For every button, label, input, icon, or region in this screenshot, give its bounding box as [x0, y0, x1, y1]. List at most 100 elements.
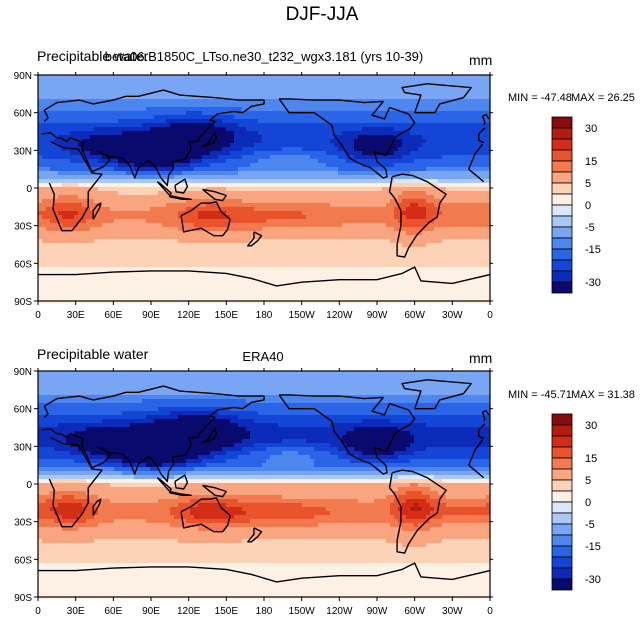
x-tick-label: 60E [104, 606, 122, 617]
top-max-label: MAX = 26.25 [571, 92, 635, 104]
coast-new-zealand [246, 231, 263, 247]
x-tick-label: 60W [404, 310, 425, 321]
colorbar-swatch [551, 446, 573, 459]
colorbar-swatch [551, 545, 573, 558]
top-map-field [38, 75, 491, 304]
colorbar-label: -15 [585, 541, 601, 553]
colorbar-swatch [551, 215, 573, 228]
x-tick-label: 90W [367, 606, 388, 617]
colorbar-swatch [551, 281, 573, 294]
colorbar-label: 0 [585, 497, 591, 509]
y-tick-label: 90S [14, 593, 32, 604]
x-tick-label: 0 [487, 606, 493, 617]
bottom-colorbar [551, 413, 573, 591]
top-left-title: Precipitable water [37, 48, 149, 64]
coast-south-america [388, 469, 447, 554]
coast-borneo [174, 474, 189, 490]
coast-sumatra [156, 477, 172, 493]
coast-africa [468, 168, 485, 183]
coast-indonesia-islands [169, 194, 192, 201]
coast-greenland [401, 379, 472, 410]
coast-new-guinea [202, 188, 228, 202]
coast-antarctica [38, 562, 491, 583]
coast-australia [180, 201, 231, 237]
x-tick-label: 0 [35, 606, 41, 617]
coast-borneo [174, 178, 189, 194]
coast-africa [48, 140, 103, 232]
colorbar-swatch [551, 468, 573, 481]
colorbar-swatch [551, 193, 573, 206]
colorbar-swatch [551, 138, 573, 151]
colorbar-swatch [551, 567, 573, 580]
coast-australia [180, 497, 231, 533]
colorbar-swatch [551, 523, 573, 536]
y-tick-label: 90N [14, 367, 32, 378]
coast-eurasia [41, 89, 265, 187]
coast-africa [468, 464, 485, 479]
y-tick-label: 60N [14, 405, 32, 416]
colorbar-swatch [551, 490, 573, 503]
coast-north-america [278, 98, 416, 179]
coast-eurasia [478, 423, 486, 431]
colorbar-label: 5 [585, 178, 591, 190]
x-tick-label: 30W [442, 310, 463, 321]
colorbar-swatch [551, 226, 573, 239]
x-tick-label: 120E [177, 606, 201, 617]
coast-south-america [388, 173, 447, 258]
x-tick-label: 150W [289, 606, 316, 617]
x-tick-label: 0 [487, 310, 493, 321]
y-tick-label: 60N [14, 109, 32, 120]
y-tick-label: 30N [14, 146, 32, 157]
coast-new-zealand [246, 527, 263, 543]
x-tick-label: 90W [367, 310, 388, 321]
x-tick-label: 150W [289, 310, 316, 321]
colorbar-swatch [551, 160, 573, 173]
colorbar-swatch [551, 237, 573, 250]
coast-eurasia [478, 430, 485, 440]
colorbar-label: 30 [585, 420, 597, 432]
colorbar-swatch [551, 534, 573, 547]
colorbar-label: 15 [585, 156, 597, 168]
coast-eurasia [41, 385, 265, 483]
colorbar-label: -30 [585, 277, 601, 289]
x-tick-label: 30E [67, 310, 85, 321]
colorbar-swatch [551, 182, 573, 195]
colorbar-label: 15 [585, 453, 597, 465]
coast-indonesia-islands [169, 490, 192, 496]
coast-eurasia [478, 134, 485, 144]
top-colorbar [551, 116, 573, 294]
colorbar-swatch [551, 424, 573, 437]
colorbar-swatch [551, 512, 573, 525]
bottom-left-title: Precipitable water [37, 346, 149, 362]
top-coastlines [38, 83, 491, 287]
coast-africa [48, 436, 103, 528]
colorbar-swatch [551, 204, 573, 217]
coast-madagascar [92, 202, 102, 220]
colorbar-swatch [551, 127, 573, 140]
colorbar-label: -5 [585, 519, 595, 531]
x-tick-label: 30W [442, 606, 463, 617]
bottom-units: mm [469, 350, 493, 366]
bottom-max-label: MAX = 31.38 [571, 389, 635, 401]
colorbar-swatch [551, 457, 573, 470]
coast-madagascar [92, 498, 102, 516]
y-tick-label: 60S [14, 259, 32, 270]
colorbar-swatch [551, 501, 573, 514]
x-tick-label: 180 [256, 310, 273, 321]
colorbar-label: -5 [585, 222, 595, 234]
x-tick-label: 150E [215, 310, 239, 321]
x-tick-label: 30E [67, 606, 85, 617]
coast-sumatra [156, 181, 172, 197]
coast-africa [468, 143, 484, 170]
colorbar-swatch [551, 556, 573, 569]
y-tick-label: 30S [14, 518, 32, 529]
x-tick-label: 180 [256, 606, 273, 617]
coast-uk [481, 113, 490, 126]
bottom-coastlines [38, 379, 491, 583]
y-tick-label: 0 [26, 184, 32, 195]
coast-antarctica [38, 266, 491, 287]
colorbar-swatch [551, 259, 573, 272]
colorbar-swatch [551, 435, 573, 448]
colorbar-label: 5 [585, 475, 591, 487]
